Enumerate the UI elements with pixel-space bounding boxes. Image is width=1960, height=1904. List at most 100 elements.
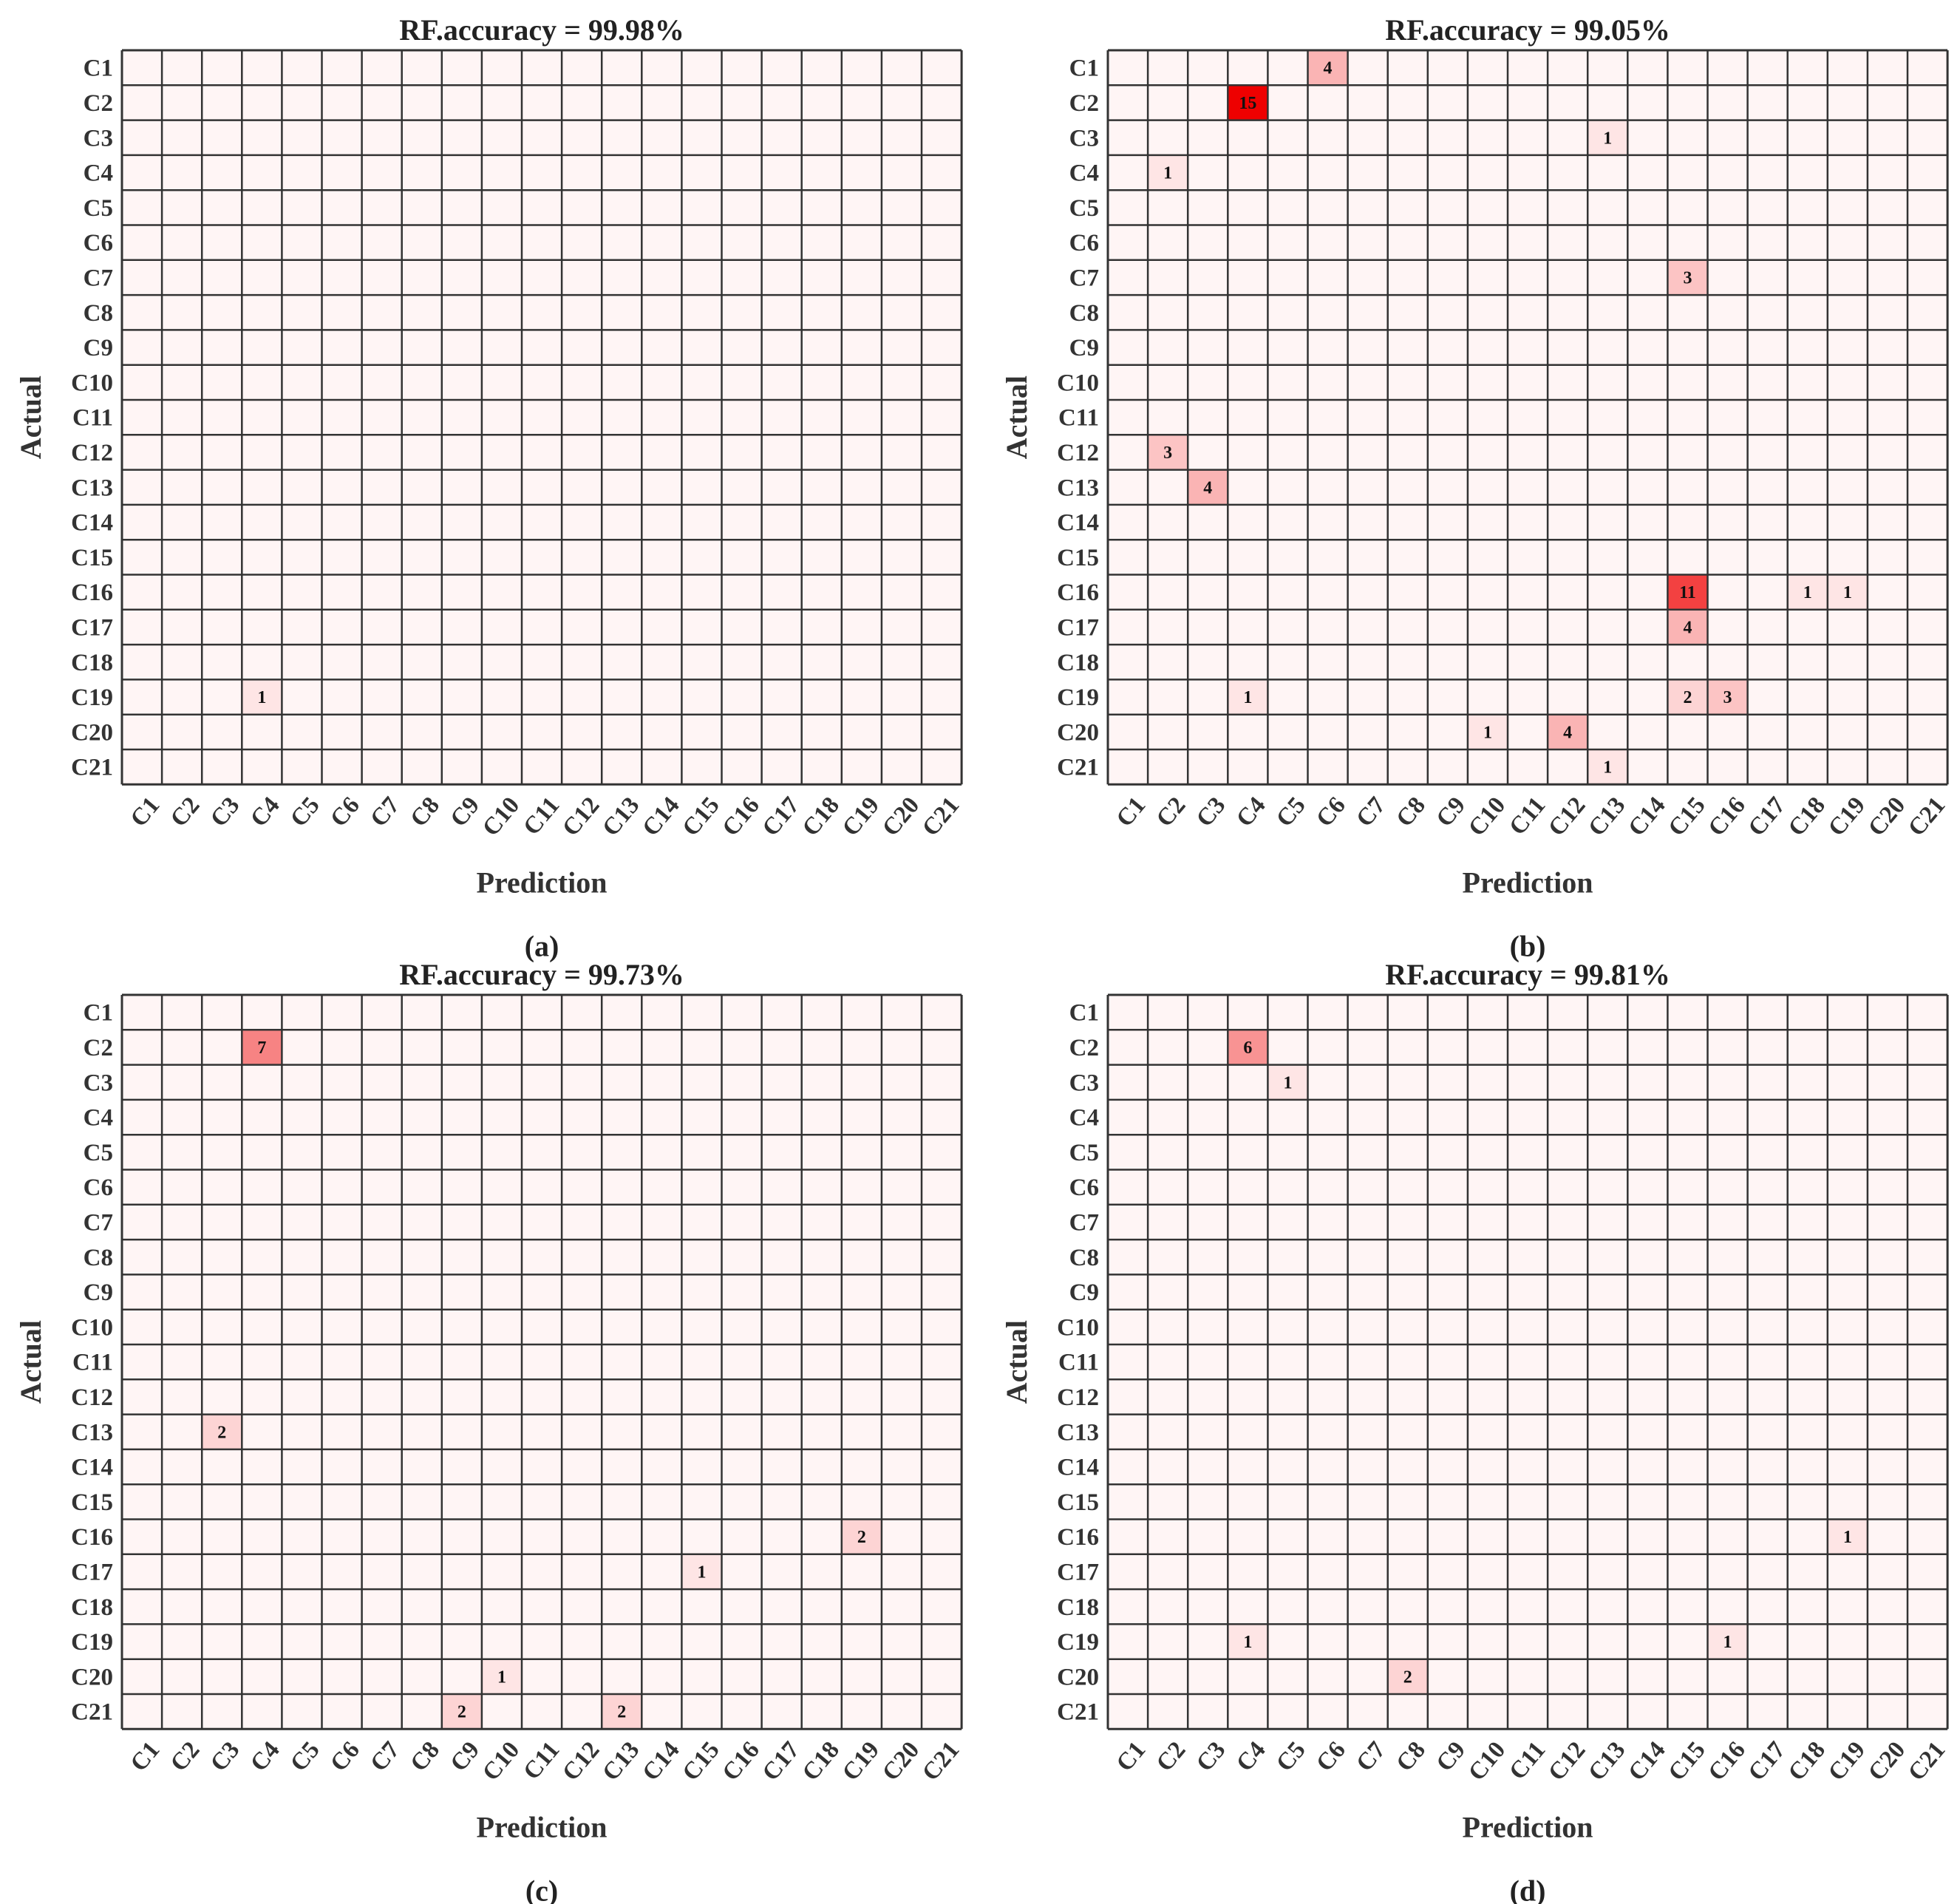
matrix-cell: [321, 1240, 362, 1275]
matrix-cell: [522, 1030, 562, 1065]
y-tick-label: C2: [1069, 1035, 1099, 1061]
matrix-cell: [522, 609, 562, 645]
matrix-cell: [1307, 1484, 1348, 1520]
matrix-cell: [282, 1589, 322, 1625]
matrix-cell: [481, 540, 522, 575]
matrix-cell: [122, 400, 163, 435]
matrix-cell: [1307, 504, 1348, 540]
matrix-cell: [1747, 400, 1788, 435]
matrix-cell: [1427, 1240, 1468, 1275]
matrix-cell: [321, 995, 362, 1030]
matrix-cell: [1427, 1624, 1468, 1659]
matrix-cell: [282, 1624, 322, 1659]
matrix-cell: [681, 1694, 722, 1730]
matrix-cell: [1108, 1030, 1149, 1065]
matrix-cell: [1228, 1204, 1268, 1240]
matrix-cell: [1347, 1659, 1388, 1694]
matrix-cell: [1267, 1274, 1308, 1310]
matrix-cell: [681, 1659, 722, 1694]
matrix-cell: [122, 1624, 163, 1659]
matrix-cell: [1667, 400, 1708, 435]
matrix-cell: [1827, 504, 1868, 540]
matrix-cell: [721, 1240, 762, 1275]
matrix-cell: [721, 1589, 762, 1625]
x-tick-label: C16: [718, 1737, 765, 1786]
matrix-cell: [1108, 1274, 1149, 1310]
matrix-cell: [1787, 120, 1828, 155]
x-tick-label: C5: [285, 1737, 325, 1777]
matrix-cell: [681, 1099, 722, 1135]
matrix-cell: [1467, 1064, 1508, 1100]
matrix-cell: [242, 1169, 282, 1205]
matrix-cell: [1627, 1099, 1668, 1135]
matrix-cell: [1148, 1659, 1188, 1694]
matrix-cell: [1267, 225, 1308, 260]
matrix-cell: [881, 1274, 922, 1310]
matrix-cell: [1627, 1659, 1668, 1694]
matrix-cell: [1347, 504, 1388, 540]
matrix-cell: [1427, 1169, 1468, 1205]
matrix-cell: [1108, 749, 1149, 785]
matrix-cell: [1188, 1344, 1228, 1380]
matrix-cell: [922, 1169, 962, 1205]
matrix-cell: [282, 190, 322, 225]
matrix-cell: [1627, 400, 1668, 435]
matrix-cell: [1787, 1240, 1828, 1275]
matrix-cell: [642, 1414, 682, 1449]
matrix-cell: [441, 1309, 482, 1344]
matrix-cell: [801, 1449, 842, 1485]
matrix-cell: [881, 1484, 922, 1520]
matrix-cell: [681, 1519, 722, 1554]
matrix-cell: [282, 1309, 322, 1344]
matrix-cell: [1467, 1030, 1508, 1065]
matrix-cell: [841, 1309, 882, 1344]
matrix-cell: [1707, 295, 1748, 330]
matrix-cell: [761, 190, 802, 225]
matrix-cell: [562, 1589, 602, 1625]
matrix-cell: [122, 330, 163, 365]
matrix-cell: [801, 1099, 842, 1135]
matrix-cell: [1188, 1694, 1228, 1730]
x-tick-label: C12: [557, 1737, 605, 1786]
matrix-cell: [1827, 400, 1868, 435]
matrix-cell: [401, 1554, 442, 1590]
x-tick-label: C20: [1863, 792, 1910, 842]
matrix-cell: [122, 225, 163, 260]
matrix-cell: [642, 540, 682, 575]
matrix-cell: [1707, 1414, 1748, 1449]
matrix-cell: [1747, 1554, 1788, 1590]
matrix-cell: [481, 1204, 522, 1240]
matrix-cell: [1387, 1589, 1428, 1625]
matrix-cell: [1707, 1659, 1748, 1694]
matrix-cell: [1267, 364, 1308, 400]
matrix-cell: [881, 259, 922, 296]
matrix-cell: [361, 574, 402, 610]
matrix-cell: [1347, 85, 1388, 120]
matrix-cell: [1347, 50, 1388, 86]
matrix-cell: [1667, 1624, 1708, 1659]
matrix-cell: [1267, 1309, 1308, 1344]
matrix-cell: [1188, 225, 1228, 260]
matrix-cell: [761, 1694, 802, 1730]
cell-value-label: 4: [1683, 618, 1692, 637]
matrix-cell: [1667, 50, 1708, 86]
matrix-cell: [721, 609, 762, 645]
matrix-cell: [1588, 1484, 1628, 1520]
matrix-cell: [1588, 1309, 1628, 1344]
matrix-cell: [721, 364, 762, 400]
y-tick-label: C13: [1057, 1419, 1099, 1446]
matrix-cell: [1627, 295, 1668, 330]
matrix-cell: [881, 225, 922, 260]
matrix-cell: [1427, 225, 1468, 260]
matrix-cell: [242, 1589, 282, 1625]
matrix-cell: [361, 1519, 402, 1554]
matrix-cell: [1548, 540, 1588, 575]
matrix-cell: [242, 259, 282, 296]
matrix-cell: [1108, 120, 1149, 155]
matrix-cell: [801, 1659, 842, 1694]
matrix-cell: [1467, 1379, 1508, 1415]
matrix-cell: [562, 1379, 602, 1415]
matrix-cell: [881, 1030, 922, 1065]
matrix-cell: [522, 1519, 562, 1554]
